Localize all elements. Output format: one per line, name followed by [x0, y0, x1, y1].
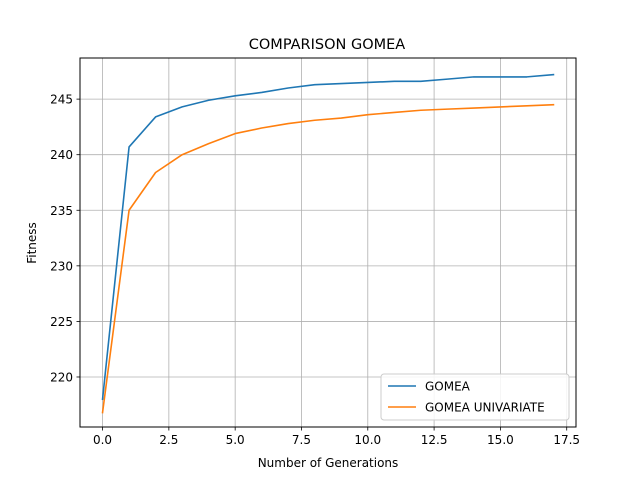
y-axis-ticks: 220 225 230 235 240 245	[50, 93, 80, 384]
y-tick-label: 245	[50, 93, 73, 107]
x-axis-ticks: 0.0 2.5 5.0 7.5 10.0 12.5 15.0 17.5	[93, 427, 580, 447]
x-tick-label: 17.5	[553, 433, 580, 447]
series-lines	[101, 73, 555, 414]
grid-lines	[80, 58, 576, 427]
legend: GOMEA GOMEA UNIVARIATE	[380, 373, 570, 421]
y-tick-label: 235	[50, 204, 73, 218]
y-tick-label: 240	[50, 148, 73, 162]
chart-title: COMPARISON GOMEA	[249, 37, 406, 53]
y-tick-label: 220	[50, 370, 73, 384]
x-tick-label: 15.0	[487, 433, 514, 447]
y-tick-label: 230	[50, 259, 73, 273]
series-line-gomea	[101, 73, 555, 401]
legend-label-gomea: GOMEA	[425, 380, 471, 394]
x-axis-label: Number of Generations	[258, 456, 399, 470]
series-line-gomea-univariate	[101, 103, 555, 414]
legend-box	[380, 373, 570, 421]
x-tick-label: 12.5	[421, 433, 448, 447]
x-tick-label: 5.0	[226, 433, 245, 447]
plot-area-frame	[79, 57, 577, 428]
x-tick-label: 2.5	[159, 433, 178, 447]
x-tick-label: 0.0	[93, 433, 112, 447]
x-tick-label: 7.5	[292, 433, 311, 447]
x-tick-label: 10.0	[354, 433, 381, 447]
legend-label-gomea-univariate: GOMEA UNIVARIATE	[425, 401, 545, 415]
y-axis-label: Fitness	[25, 222, 39, 264]
y-tick-label: 225	[50, 315, 73, 329]
